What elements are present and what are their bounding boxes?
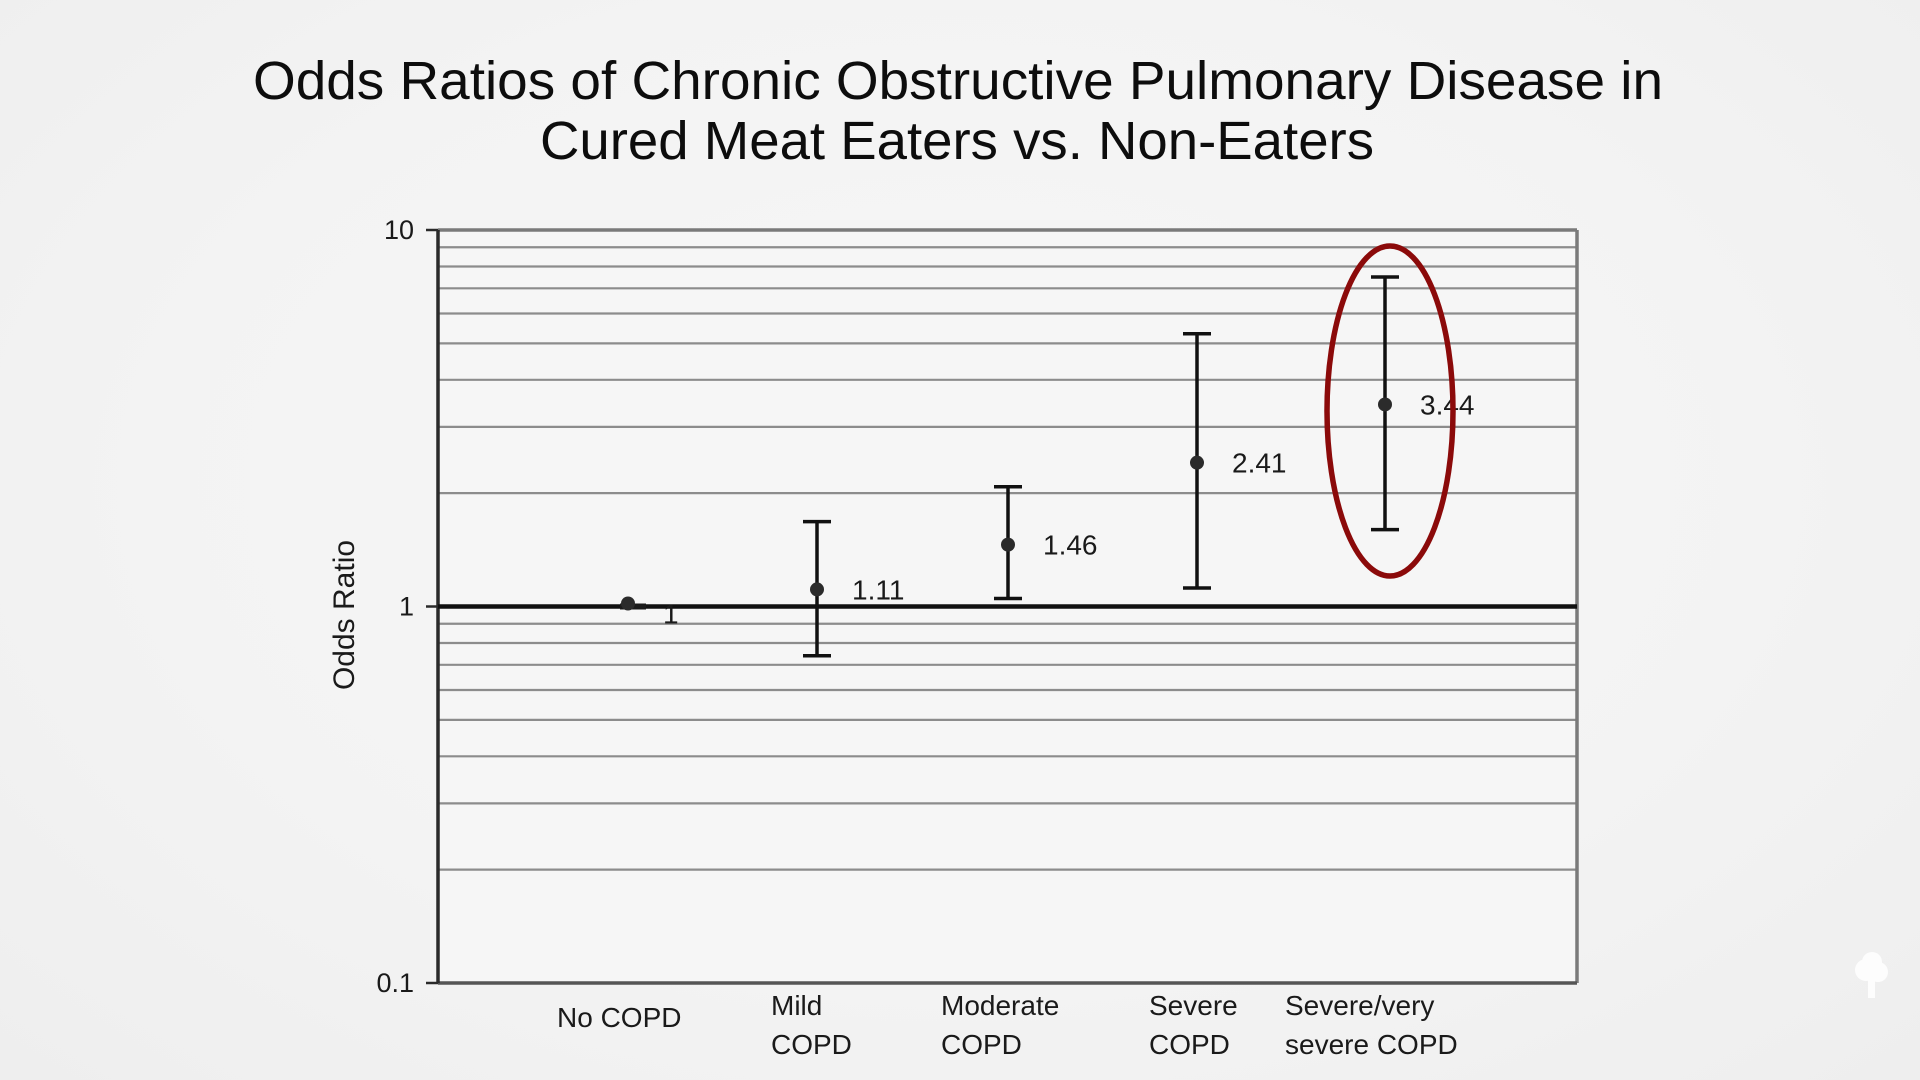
data-point — [621, 596, 635, 611]
data-label: 1 — [663, 599, 679, 630]
data-label: 1.46 — [1043, 530, 1098, 561]
x-category-label: No COPD — [557, 1002, 681, 1033]
y-axis-title: Odds Ratio — [328, 540, 361, 690]
x-category-label-line: Mild — [771, 990, 822, 1021]
highlight-ellipse — [1324, 243, 1456, 579]
data-point — [1190, 455, 1204, 470]
x-category-label-line: COPD — [941, 1029, 1022, 1060]
data-point-group: 3.44 — [1371, 275, 1475, 532]
data-point-group: 1.46 — [994, 484, 1098, 601]
x-category-label-line: COPD — [1149, 1029, 1230, 1060]
data-point — [1001, 537, 1015, 552]
y-tick-label: 0.1 — [376, 968, 414, 998]
x-category-label-line: No COPD — [557, 1002, 681, 1033]
data-point — [810, 582, 824, 597]
data-marks: 1 1.11 1.46 2.41 3.44 — [620, 275, 1475, 658]
y-tick-label: 1 — [399, 592, 414, 622]
data-point-group: 2.41 — [1183, 332, 1287, 590]
chart-title-line-1: Odds Ratios of Chronic Obstructive Pulmo… — [253, 51, 1663, 111]
data-point — [1378, 397, 1392, 412]
data-point-group: 1.11 — [803, 519, 904, 658]
plot-area: 10 1 0.1 1 1.11 1.46 2.41 3.44 No COPD Mild COPD… — [376, 215, 1579, 1060]
chart-title-line-2: Cured Meat Eaters vs. Non-Eaters — [540, 111, 1374, 171]
x-category-label: Severe COPD — [1149, 990, 1238, 1060]
x-axis-category-labels: No COPD MildCOPDModerateCOPDSevereCOPDSev… — [557, 990, 1458, 1060]
x-category-label: Mild COPD — [771, 990, 852, 1060]
data-label: 2.41 — [1232, 448, 1287, 479]
gridlines — [438, 228, 1577, 871]
data-point-group: 1 — [620, 596, 679, 630]
data-label: 3.44 — [1420, 389, 1475, 420]
data-label: 1.11 — [852, 574, 904, 605]
y-axis-ticks: 10 1 0.1 — [376, 215, 438, 998]
y-tick-label: 10 — [384, 215, 414, 245]
annotations — [1324, 243, 1456, 579]
broccoli-logo-icon — [1855, 952, 1888, 998]
x-category-label: Severe/very severe COPD — [1285, 990, 1458, 1060]
x-category-label-line: COPD — [771, 1029, 852, 1060]
x-category-label-line: Severe/very — [1285, 990, 1434, 1021]
x-category-label-line: severe COPD — [1285, 1029, 1458, 1060]
chart-title: Odds Ratios of Chronic Obstructive Pulmo… — [253, 51, 1663, 171]
x-category-label: Moderate COPD — [941, 990, 1059, 1060]
x-category-label-line: Severe — [1149, 990, 1238, 1021]
x-category-label-line: Moderate — [941, 990, 1059, 1021]
